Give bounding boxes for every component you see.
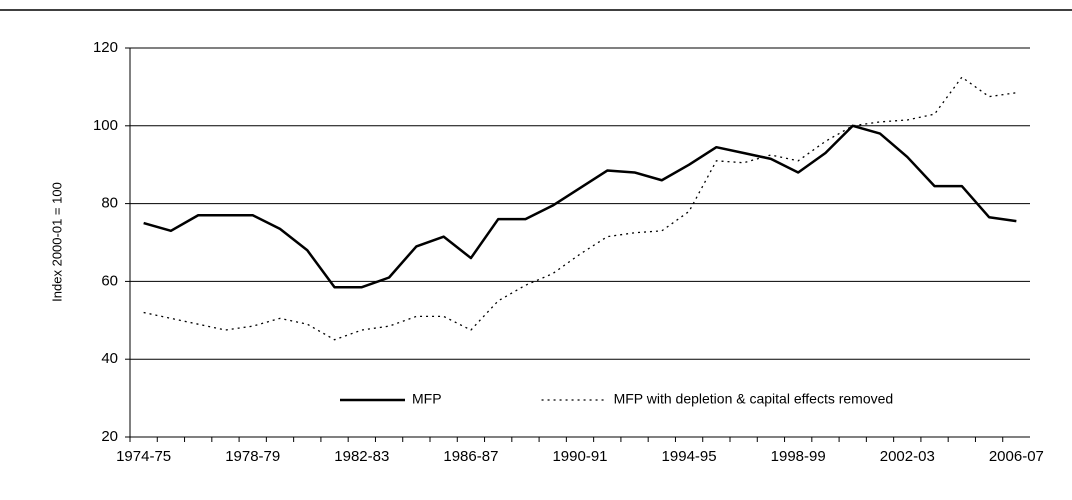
legend-label: MFP with depletion & capital effects rem… bbox=[614, 391, 894, 407]
y-tick-label: 100 bbox=[93, 117, 118, 134]
y-tick-label: 20 bbox=[101, 428, 118, 445]
x-tick-label: 2002-03 bbox=[880, 448, 935, 465]
y-tick-label: 60 bbox=[101, 272, 118, 289]
x-tick-label: 1974-75 bbox=[116, 448, 171, 465]
x-tick-label: 2006-07 bbox=[989, 448, 1044, 465]
y-axis-label: Index 2000-01 = 100 bbox=[49, 182, 64, 302]
series-line bbox=[143, 124, 1017, 289]
x-tick-label: 1994-95 bbox=[662, 448, 717, 465]
legend-label: MFP bbox=[412, 391, 442, 407]
x-tick-label: 1982-83 bbox=[334, 448, 389, 465]
x-tick-label: 1990-91 bbox=[552, 448, 607, 465]
x-tick-label: 1978-79 bbox=[225, 448, 280, 465]
y-tick-label: 80 bbox=[101, 195, 118, 212]
x-tick-label: 1998-99 bbox=[771, 448, 826, 465]
y-tick-label: 120 bbox=[93, 39, 118, 56]
series-line bbox=[143, 76, 1017, 341]
x-tick-label: 1986-87 bbox=[443, 448, 498, 465]
y-tick-label: 40 bbox=[101, 350, 118, 367]
